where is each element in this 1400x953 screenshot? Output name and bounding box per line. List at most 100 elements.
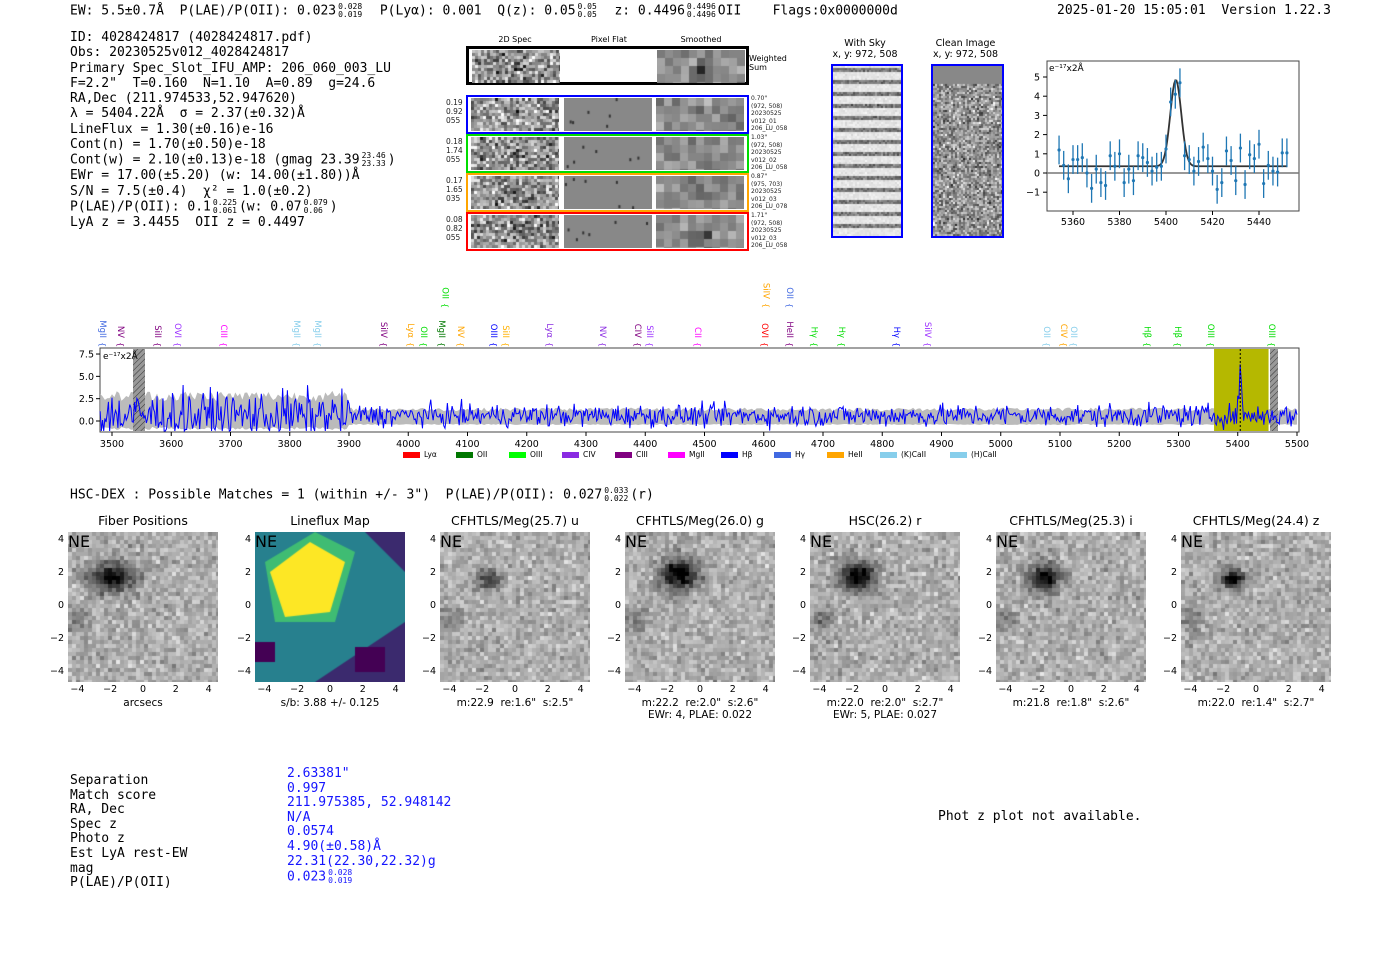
line-marker-glyph: { bbox=[292, 342, 301, 347]
line-marker-glyph: { bbox=[173, 342, 182, 347]
y-tick-label: 0.0 bbox=[79, 417, 94, 428]
datetime: 2025-01-20 15:05:01 bbox=[1057, 3, 1206, 18]
2d-spec-image bbox=[471, 98, 559, 131]
line-marker-glyph: { bbox=[598, 342, 607, 347]
data-point bbox=[1224, 149, 1229, 153]
north-label: N bbox=[625, 532, 637, 551]
value-text: N/A bbox=[287, 809, 311, 825]
x-tick-label: 4700 bbox=[811, 439, 835, 450]
y-tick-label: 2 bbox=[799, 567, 806, 579]
legend-entry: MgII bbox=[668, 450, 705, 459]
pixel-flat-image bbox=[564, 215, 652, 248]
exposure-row bbox=[466, 134, 749, 173]
x-tick-label: 5400 bbox=[1226, 439, 1250, 450]
row-right-label: 0.70" (972, 508) 20230525 v012_01 206_LU… bbox=[751, 95, 788, 132]
2d-spec-image bbox=[472, 50, 560, 83]
data-point bbox=[1210, 169, 1215, 173]
cutout-caption: m:22.0 re:2.0" s:2.7" bbox=[826, 697, 944, 709]
y-tick-label: 2 bbox=[1034, 130, 1040, 141]
legend-swatch bbox=[721, 451, 738, 458]
smoothed-image bbox=[656, 215, 744, 248]
upper: 0.033 bbox=[604, 486, 629, 495]
legend-swatch bbox=[668, 451, 685, 458]
emission-line-label: MgII bbox=[436, 320, 446, 338]
exposure-row bbox=[466, 173, 749, 212]
line-marker-glyph: { bbox=[762, 303, 771, 308]
cutout-caption-2: EWr: 4, PLAE: 0.022 bbox=[647, 709, 753, 721]
x-tick-label: 4 bbox=[1133, 684, 1140, 695]
data-point bbox=[1201, 145, 1205, 149]
cutout-overlay: NE bbox=[1181, 532, 1203, 551]
data-point bbox=[1155, 165, 1159, 169]
data-point bbox=[1159, 164, 1163, 168]
x-tick-label: 4800 bbox=[870, 439, 894, 450]
y-tick-label: 2 bbox=[614, 567, 621, 579]
row-right-label: 1.71" (972, 508) 20230525 v012_03 206_LU… bbox=[751, 212, 788, 249]
x-tick-label: 4 bbox=[947, 684, 954, 695]
y-tick-label: −2 bbox=[791, 632, 806, 644]
upper: 0.028 bbox=[328, 868, 353, 878]
smoothed-image bbox=[656, 176, 744, 209]
line-marker-glyph: { bbox=[545, 342, 554, 347]
x-tick-label: 5300 bbox=[1166, 439, 1190, 450]
east-label: E bbox=[266, 532, 278, 551]
value-range: 23.46 23.33 bbox=[362, 152, 386, 168]
line-marker-glyph: { bbox=[1069, 342, 1078, 347]
match-label: RA, Dec bbox=[70, 802, 125, 818]
qz-range: 0.05 0.05 bbox=[578, 3, 597, 19]
cutout-caption: m:22.0 re:1.4" s:2.7" bbox=[1197, 697, 1315, 709]
lower: 0.4496 bbox=[686, 10, 716, 19]
data-point bbox=[1187, 157, 1191, 162]
y-tick-label: −2 bbox=[977, 632, 992, 644]
info-text: Cont(n) = 1.70(±0.50)e-18 bbox=[70, 137, 266, 153]
x-tick-label: 0 bbox=[139, 684, 147, 695]
y-tick-label: 2 bbox=[57, 567, 64, 579]
cutout-overlay: NE bbox=[810, 532, 832, 551]
pixel-flat-image bbox=[564, 98, 652, 131]
legend-swatch bbox=[880, 451, 897, 458]
info-line: Primary Spec_Slot_IFU_AMP: 206_060_003_L… bbox=[70, 61, 396, 76]
emission-line-label: CIII bbox=[218, 325, 228, 338]
value-text: 2.63381" bbox=[287, 766, 350, 781]
value-text: 0.023 bbox=[287, 869, 327, 885]
data-point bbox=[1164, 147, 1168, 151]
cutout-caption: m:21.8 re:1.8" s:2.6" bbox=[1012, 697, 1130, 709]
y-tick-label: 0 bbox=[985, 600, 992, 611]
y-tick-label: −2 bbox=[1162, 632, 1177, 644]
row-left-label: 0.17 1.65 035 bbox=[446, 176, 463, 203]
data-point bbox=[1080, 156, 1084, 160]
x-tick-label: 3900 bbox=[337, 439, 361, 450]
cutout-image bbox=[1181, 532, 1331, 682]
y-tick-label: 4 bbox=[1034, 92, 1040, 103]
data-point bbox=[1057, 148, 1061, 152]
data-point bbox=[1094, 167, 1098, 171]
match-label: Est LyA rest-EW bbox=[70, 845, 188, 861]
lower: 0.06 bbox=[303, 205, 323, 215]
x-tick-label: 5360 bbox=[1061, 217, 1085, 228]
emission-line-label: MgII bbox=[312, 320, 322, 338]
x-tick-label: 4 bbox=[392, 684, 399, 695]
emission-line-label: OII bbox=[1041, 326, 1051, 338]
north-label: N bbox=[255, 532, 267, 551]
x-tick-label: 4 bbox=[577, 684, 584, 695]
emission-line-label: OIII bbox=[488, 324, 498, 338]
legend-entry: HeII bbox=[827, 450, 863, 459]
upper: 0.4496 bbox=[686, 2, 716, 11]
line-marker-glyph: { bbox=[645, 342, 654, 347]
lower: 0.019 bbox=[328, 876, 353, 886]
line-marker-glyph: { bbox=[437, 342, 446, 347]
emission-line-label: Hγ bbox=[836, 327, 846, 338]
data-point bbox=[1141, 156, 1145, 160]
row-right-label: 0.87" (975, 703) 20230525 v012_03 206_LU… bbox=[751, 173, 788, 210]
line-marker-glyph: { bbox=[785, 342, 794, 347]
emission-line-label: NV bbox=[597, 326, 607, 338]
line-marker-glyph: { bbox=[98, 342, 107, 347]
line-marker-glyph: { bbox=[837, 342, 846, 347]
value-range: 0.079 0.06 bbox=[303, 198, 328, 215]
upper: 0.028 bbox=[338, 2, 363, 11]
smoothed-image bbox=[656, 137, 744, 170]
data-point bbox=[1122, 181, 1126, 185]
x-tick-label: 4000 bbox=[396, 439, 420, 450]
legend-entry: Hβ bbox=[721, 450, 752, 459]
spec2d-col-title: Pixel Flat bbox=[591, 35, 627, 44]
